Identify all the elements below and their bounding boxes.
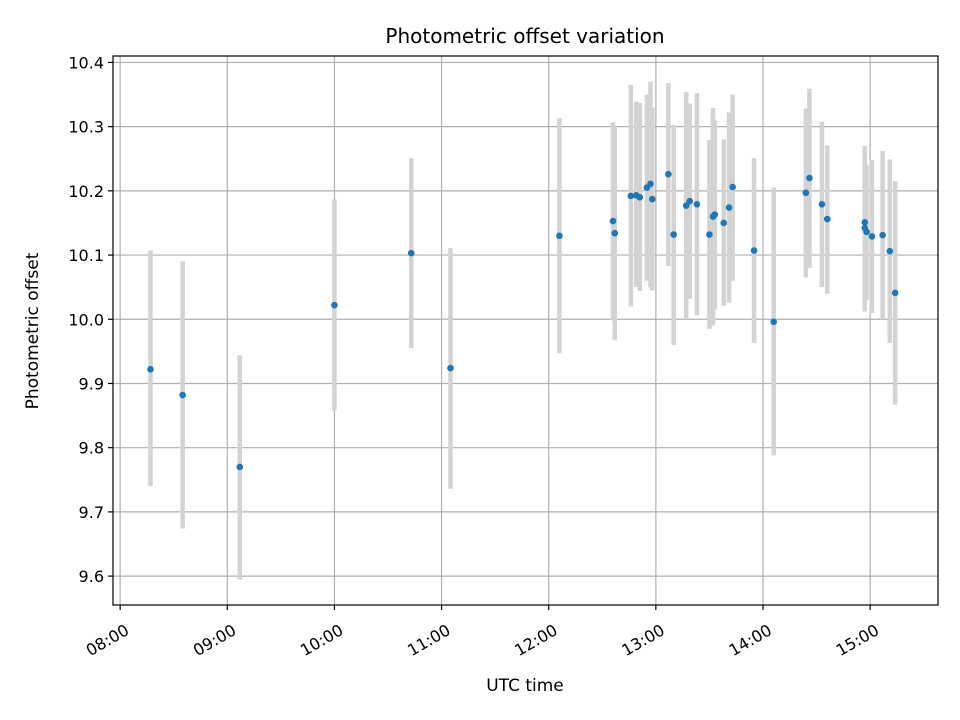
data-point <box>818 201 826 208</box>
data-point <box>611 229 619 237</box>
data-point <box>627 192 635 200</box>
y-tick-label: 10.1 <box>68 246 104 265</box>
data-point <box>806 174 813 182</box>
data-point <box>331 301 338 309</box>
data-point <box>407 249 415 257</box>
y-tick-label: 9.6 <box>79 567 104 586</box>
data-point <box>823 215 831 223</box>
y-tick-label: 9.9 <box>79 374 104 393</box>
data-point <box>802 189 810 197</box>
data-point <box>706 231 713 238</box>
grid <box>113 56 938 605</box>
data-point <box>686 197 694 205</box>
data-point <box>891 289 899 297</box>
plot-frame <box>112 55 939 606</box>
data-point <box>863 228 870 236</box>
data-point <box>447 364 454 372</box>
data-point <box>879 231 886 239</box>
data-point <box>711 211 719 218</box>
data-point <box>647 180 654 188</box>
data-point <box>725 204 733 211</box>
data-point <box>609 217 617 225</box>
data-point <box>729 183 736 191</box>
x-axis-label: UTC time <box>486 676 564 696</box>
y-tick-label: 10.4 <box>68 53 104 72</box>
data-point <box>556 232 563 240</box>
data-point <box>648 195 656 203</box>
data-point <box>720 219 728 227</box>
data-point <box>868 233 876 240</box>
data-point <box>236 463 244 471</box>
data-point <box>693 201 701 208</box>
data-point <box>750 247 758 254</box>
y-tick-label: 10.0 <box>68 310 104 329</box>
data-point <box>886 247 894 255</box>
data-point <box>179 391 186 399</box>
y-tick-label: 10.2 <box>68 182 104 201</box>
y-tick-label: 9.7 <box>79 503 104 522</box>
data-points <box>147 170 899 471</box>
data-point <box>147 366 154 373</box>
data-point <box>670 231 678 238</box>
chart-title: Photometric offset variation <box>385 24 664 48</box>
y-axis-label: Photometric offset <box>23 252 43 409</box>
data-point <box>861 219 869 226</box>
data-point <box>665 170 672 178</box>
data-point <box>770 318 778 326</box>
y-tick-label: 10.3 <box>68 118 104 137</box>
data-point <box>636 193 644 201</box>
data-point <box>682 202 690 209</box>
y-tick-label: 9.8 <box>79 439 104 458</box>
